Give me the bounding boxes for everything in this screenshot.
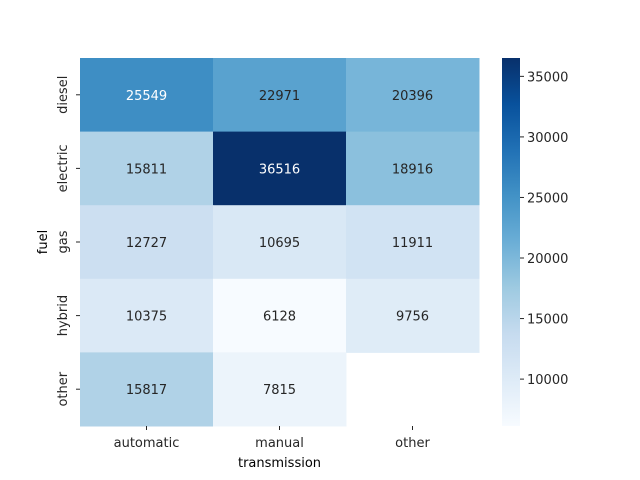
heatmap-cell (80, 58, 214, 133)
x-tick-label: automatic (114, 436, 180, 451)
y-tick-label: other (56, 371, 71, 406)
y-tick-label: gas (56, 230, 71, 253)
colorbar-tick-label: 30000 (527, 131, 568, 146)
colorbar-ticks: 10000 15000 20000 25000 30000 35000 (520, 70, 568, 388)
heatmap-cell (80, 278, 214, 353)
x-tick-label: manual (255, 436, 304, 451)
heatmap-cell (213, 205, 347, 280)
cell-value-label: 36516 (259, 162, 300, 177)
y-tick-label: hybrid (56, 295, 71, 336)
x-axis-ticks: automatic manual other (114, 426, 430, 451)
cell-value-label: 22971 (259, 89, 300, 104)
cell-value-label: 11911 (392, 236, 433, 251)
heatmap-cell (80, 131, 214, 206)
cell-value-label: 15811 (126, 162, 167, 177)
heatmap-cell (213, 352, 347, 427)
y-axis-title: fuel (36, 230, 51, 254)
cell-value-label: 25549 (126, 89, 167, 104)
x-axis-title: transmission (238, 456, 321, 471)
heatmap-cell (213, 58, 347, 133)
heatmap-cell (346, 58, 480, 133)
y-axis-ticks: diesel electric gas hybrid other (56, 76, 80, 407)
cell-value-label: 12727 (126, 236, 167, 251)
colorbar-tick-label: 20000 (527, 252, 568, 267)
heatmap-cell (213, 278, 347, 353)
cell-value-label: 7815 (263, 383, 296, 398)
colorbar-tick-label: 10000 (527, 373, 568, 388)
heatmap-cell (80, 205, 214, 280)
heatmap-cells: 25549 22971 20396 15811 36516 18916 12727 10695… (80, 58, 480, 427)
cell-value-label: 6128 (263, 310, 296, 325)
colorbar (502, 58, 520, 426)
cell-value-label: 20396 (392, 89, 433, 104)
y-tick-label: diesel (56, 76, 71, 114)
colorbar-tick-label: 15000 (527, 313, 568, 328)
cell-value-label: 15817 (126, 383, 167, 398)
heatmap-cell (213, 131, 347, 206)
cell-value-label: 10695 (259, 236, 300, 251)
colorbar-tick-label: 25000 (527, 191, 568, 206)
heatmap-cell (80, 352, 214, 427)
heatmap-cell (346, 131, 480, 206)
heatmap-cell (346, 278, 480, 353)
cell-value-label: 10375 (126, 310, 167, 325)
y-tick-label: electric (56, 144, 71, 192)
colorbar-tick-label: 35000 (527, 70, 568, 85)
cell-value-label: 18916 (392, 162, 433, 177)
x-tick-label: other (395, 436, 430, 451)
cell-value-label: 9756 (396, 310, 429, 325)
heatmap-cell (346, 205, 480, 280)
